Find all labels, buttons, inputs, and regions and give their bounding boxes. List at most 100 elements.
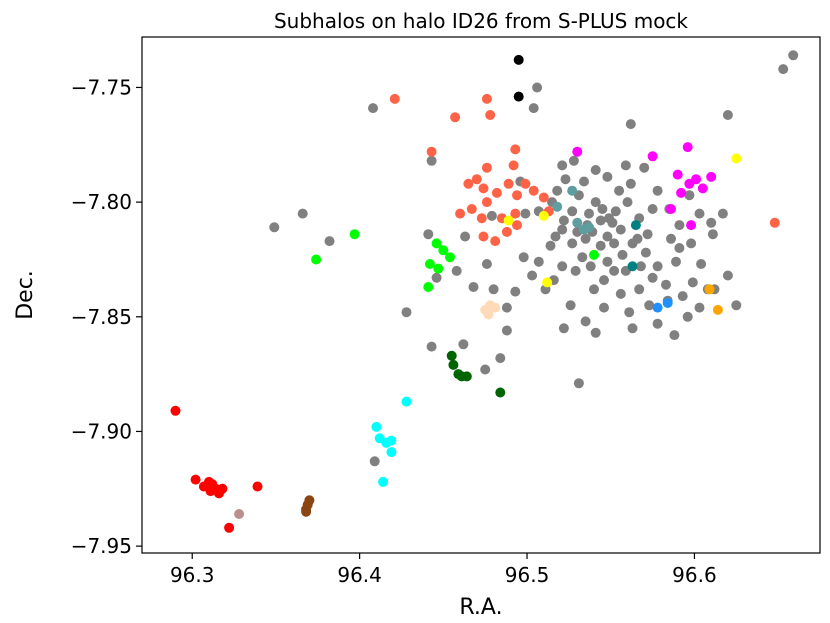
- data-point: [589, 249, 599, 260]
- data-point: [590, 165, 601, 175]
- data-point: [666, 233, 676, 244]
- data-point: [652, 185, 663, 196]
- data-point: [513, 54, 524, 65]
- data-point: [518, 252, 529, 263]
- data-point: [595, 240, 606, 251]
- data-point: [426, 155, 437, 166]
- data-point: [671, 256, 681, 267]
- data-point: [557, 224, 568, 235]
- data-point: [686, 220, 697, 231]
- data-point: [682, 142, 693, 153]
- data-point: [389, 93, 400, 104]
- plot-area: [170, 50, 799, 533]
- data-point: [401, 307, 412, 318]
- data-point: [485, 110, 496, 120]
- data-point: [622, 197, 633, 208]
- data-point: [527, 270, 538, 281]
- data-point: [552, 185, 563, 196]
- data-point: [706, 171, 717, 182]
- data-point: [508, 160, 519, 171]
- data-point: [478, 183, 489, 194]
- data-point: [448, 359, 459, 370]
- data-point: [577, 252, 588, 263]
- data-point: [349, 229, 360, 240]
- data-point: [386, 435, 397, 446]
- data-point: [684, 190, 695, 201]
- data-point: [778, 64, 789, 75]
- data-point: [451, 265, 462, 276]
- x-axis-label: R.A.: [459, 595, 502, 620]
- data-point: [466, 204, 477, 214]
- data-point: [570, 265, 581, 276]
- data-point: [468, 282, 479, 292]
- data-point: [694, 208, 705, 219]
- data-point: [501, 226, 512, 237]
- data-point: [682, 311, 693, 322]
- data-point: [620, 160, 631, 171]
- data-point: [584, 222, 594, 233]
- data-point: [731, 300, 742, 311]
- x-tick-label: 96.6: [672, 563, 717, 587]
- data-point: [423, 282, 434, 292]
- data-point: [538, 192, 549, 203]
- data-point: [501, 302, 512, 313]
- data-point: [691, 174, 702, 185]
- data-point: [625, 119, 636, 130]
- data-point: [503, 215, 514, 226]
- y-tick-label: −7.80: [71, 190, 132, 214]
- data-point: [704, 284, 715, 295]
- data-point: [627, 261, 638, 272]
- data-point: [669, 330, 680, 341]
- data-point: [599, 302, 609, 313]
- data-point: [483, 309, 494, 320]
- data-point: [460, 231, 471, 242]
- data-point: [697, 183, 708, 194]
- data-point: [599, 275, 609, 286]
- data-point: [609, 238, 620, 249]
- data-point: [624, 307, 635, 318]
- data-point: [694, 302, 705, 313]
- data-point: [503, 178, 514, 189]
- data-point: [478, 231, 489, 242]
- data-point: [438, 245, 449, 256]
- data-point: [572, 146, 583, 157]
- data-point: [706, 217, 717, 228]
- data-point: [433, 263, 444, 274]
- data-point: [639, 162, 650, 173]
- data-point: [640, 247, 651, 258]
- data-point: [533, 256, 544, 267]
- data-point: [607, 217, 618, 228]
- data-point: [677, 291, 688, 302]
- data-point: [712, 304, 723, 315]
- data-point: [450, 112, 461, 123]
- data-point: [488, 284, 499, 295]
- plot-frame: [141, 36, 821, 554]
- data-point: [602, 231, 613, 242]
- data-point: [495, 353, 506, 364]
- data-point: [610, 206, 621, 217]
- data-point: [597, 204, 608, 214]
- data-point: [386, 447, 397, 458]
- data-point: [580, 316, 591, 327]
- data-point: [550, 231, 561, 242]
- data-point: [538, 210, 549, 221]
- data-point: [269, 222, 280, 233]
- data-point: [614, 185, 625, 196]
- data-point: [378, 476, 389, 487]
- data-point: [579, 176, 589, 187]
- data-point: [512, 220, 522, 231]
- data-point: [666, 204, 676, 214]
- data-point: [717, 208, 728, 219]
- data-point: [486, 210, 497, 221]
- data-point: [707, 229, 718, 240]
- data-point: [520, 208, 531, 219]
- chart-title: Subhalos on halo ID26 from S-PLUS mock: [274, 9, 688, 33]
- data-point: [558, 215, 569, 226]
- y-tick-label: −7.95: [71, 534, 132, 558]
- data-point: [542, 277, 553, 288]
- data-point: [461, 371, 472, 382]
- y-axis: −7.95 −7.90 −7.85 −7.80 −7.75: [71, 75, 142, 558]
- data-point: [590, 327, 601, 338]
